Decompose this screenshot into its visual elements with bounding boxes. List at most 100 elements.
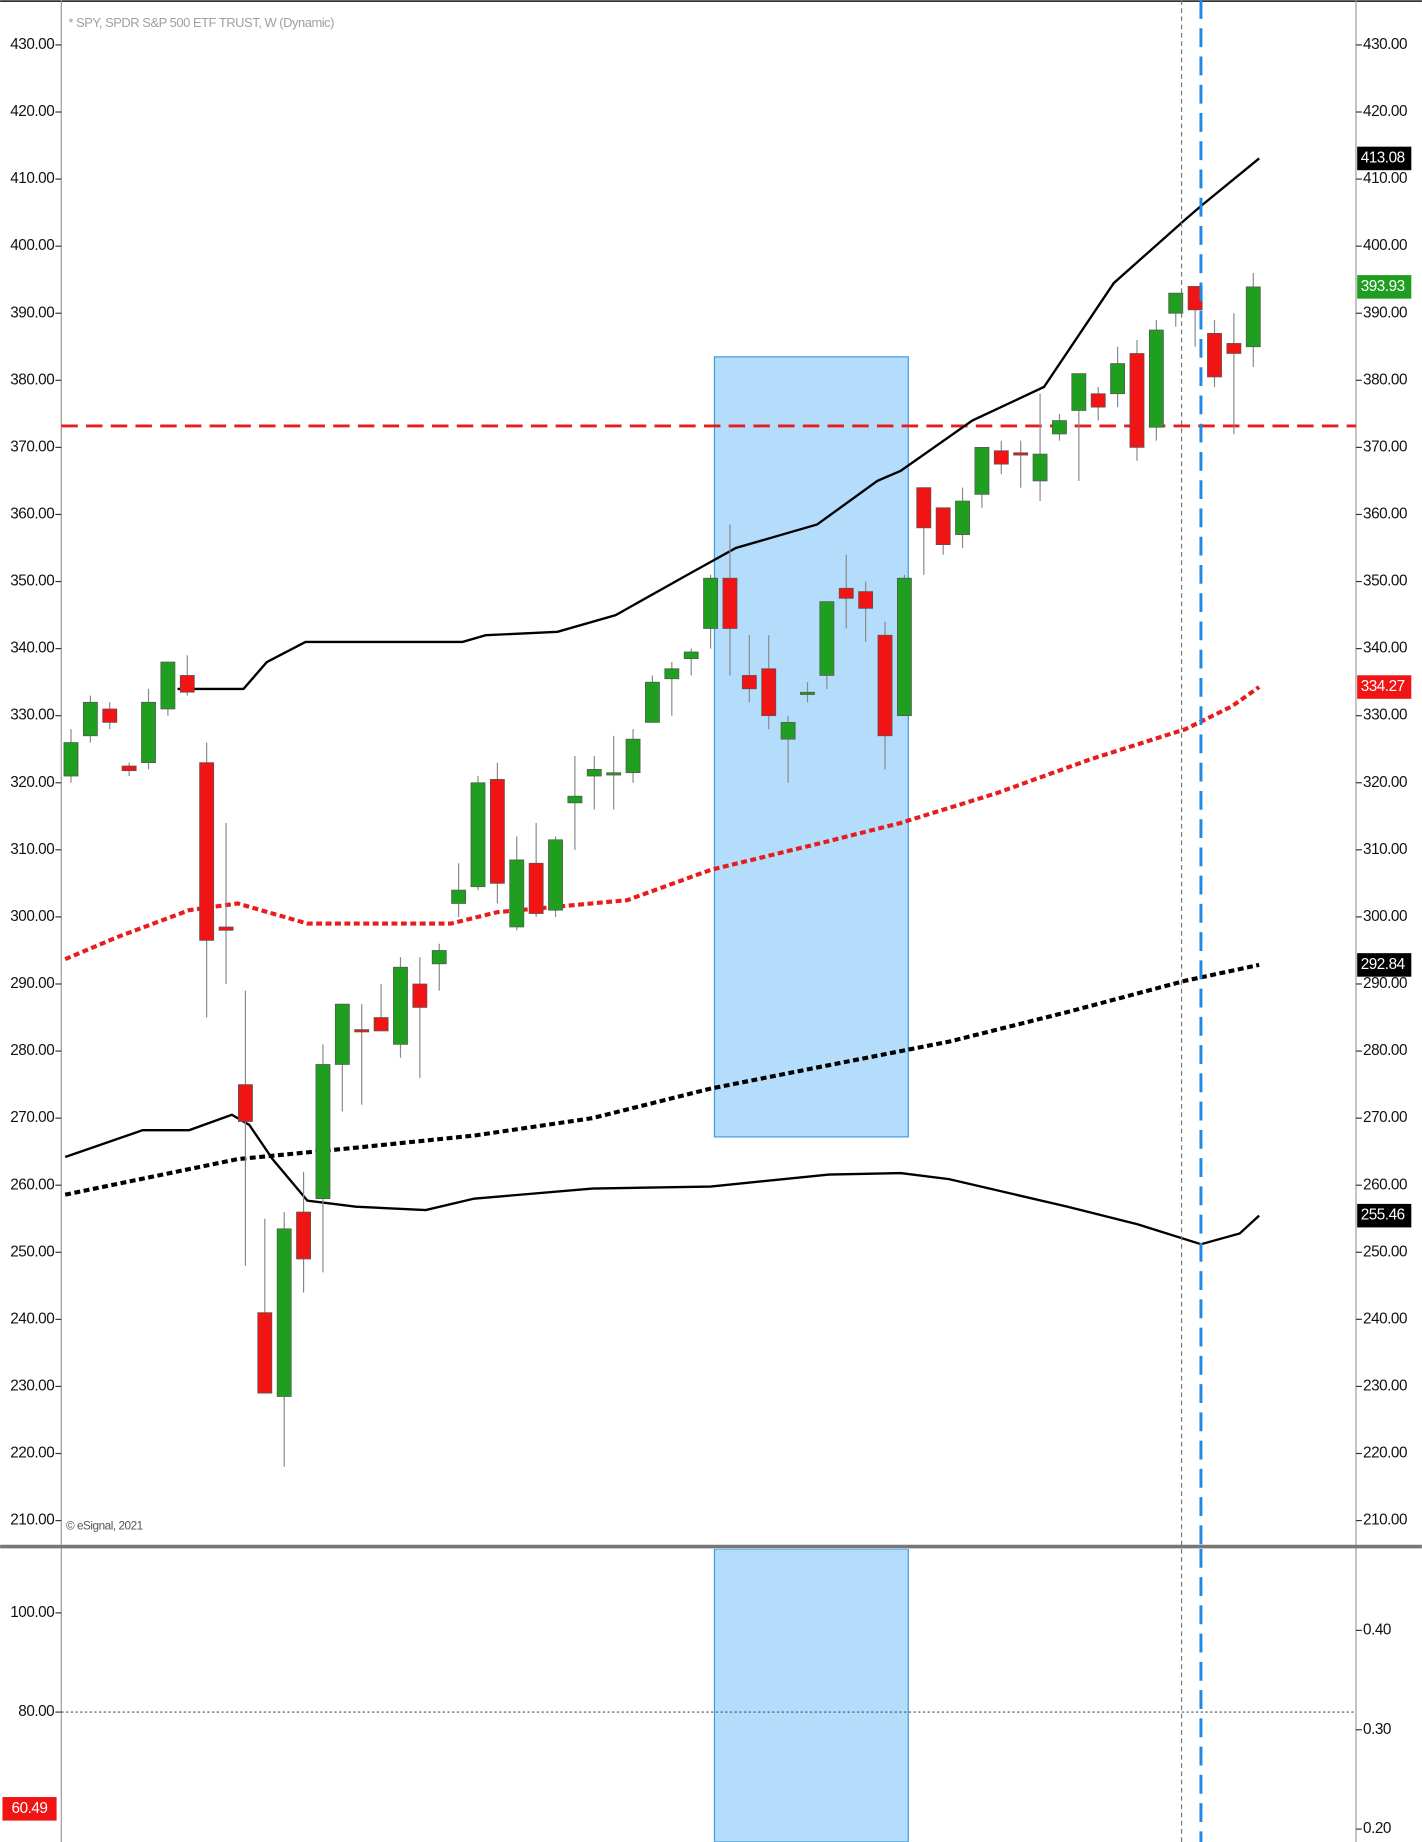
price-tag xyxy=(1357,146,1412,171)
y-tick-label-right: 270.00 xyxy=(1363,1109,1407,1126)
band-line xyxy=(64,685,1261,962)
candle-body xyxy=(586,768,602,777)
y-tick-label: 340.00 xyxy=(10,640,54,657)
y-tick-label-right: 280.00 xyxy=(1363,1042,1407,1059)
candle-body xyxy=(645,681,660,723)
y-tick-label: 350.00 xyxy=(10,573,54,590)
candle-body xyxy=(548,839,563,911)
candle-body xyxy=(838,587,854,599)
y-tick-label-right: 370.00 xyxy=(1363,438,1407,455)
price-tag-label: 292.84 xyxy=(1361,956,1406,973)
candle-body xyxy=(509,859,525,928)
price-tag-label: 334.27 xyxy=(1361,678,1405,695)
candle-body xyxy=(606,772,622,776)
y-tick-label-right: 360.00 xyxy=(1363,506,1407,523)
y-tick-label: 370.00 xyxy=(10,438,54,455)
indicator-panel xyxy=(61,1548,1356,1842)
candle-body xyxy=(955,500,970,535)
price-tag-label: 255.46 xyxy=(1361,1207,1405,1224)
y-tick-label-right: 220.00 xyxy=(1363,1445,1407,1462)
candle-body xyxy=(354,1029,370,1033)
y-tick-label: 250.00 xyxy=(10,1243,54,1260)
y-tick-label-right: 350.00 xyxy=(1363,573,1407,590)
y-tick-label-right: 410.00 xyxy=(1363,170,1407,187)
y-tick-label: 80.00 xyxy=(18,1703,54,1720)
candle-body xyxy=(238,1084,253,1122)
axes: 430.00 430.00 420.00 420.00 410.00 410.00 400.… xyxy=(2,36,1412,1837)
y-tick-label-right: 420.00 xyxy=(1363,103,1407,120)
candle-body xyxy=(257,1312,273,1394)
candle-body xyxy=(896,577,912,717)
y-tick-label: 210.00 xyxy=(10,1512,54,1529)
price-tag xyxy=(1357,1203,1412,1228)
y-tick-label: 400.00 xyxy=(10,237,54,254)
candle-body xyxy=(877,634,893,737)
price-panel xyxy=(61,0,1356,1546)
candle-body xyxy=(334,1003,350,1065)
candle-body xyxy=(141,701,156,763)
y-tick-label-right: 290.00 xyxy=(1363,975,1407,992)
price-tag xyxy=(1357,953,1412,977)
y-tick-label: 410.00 xyxy=(10,170,54,187)
candle-body xyxy=(1245,286,1261,348)
candle-body xyxy=(703,577,718,629)
y2-tick-label: 0.30 xyxy=(1363,1721,1391,1738)
candle-body xyxy=(1013,452,1029,456)
candle-body xyxy=(1129,353,1145,448)
candle-body xyxy=(431,950,447,965)
candle-body xyxy=(1110,363,1126,395)
y-tick-label: 390.00 xyxy=(10,304,54,321)
candle-body xyxy=(470,782,486,888)
y-tick-label: 270.00 xyxy=(10,1109,54,1126)
candle-body xyxy=(451,889,467,904)
y2-tick-label: 0.40 xyxy=(1363,1621,1391,1638)
y-tick-label-right: 210.00 xyxy=(1363,1512,1407,1529)
y-tick-label: 230.00 xyxy=(10,1377,54,1394)
candle-body xyxy=(780,722,796,740)
candle-body xyxy=(664,668,680,680)
price-tag-label: 393.93 xyxy=(1361,278,1405,295)
y-tick-label: 260.00 xyxy=(10,1176,54,1193)
candle-body xyxy=(160,661,176,710)
candle-body xyxy=(1071,373,1087,411)
candle-body xyxy=(179,675,195,693)
candle-body xyxy=(1168,292,1184,314)
y-tick-label-right: 430.00 xyxy=(1363,36,1407,53)
y-tick-label-right: 250.00 xyxy=(1363,1243,1407,1260)
price-tag xyxy=(1357,275,1412,299)
candle-body xyxy=(1148,329,1164,428)
candle-body xyxy=(276,1228,292,1397)
candle-body xyxy=(315,1064,331,1199)
candle-body xyxy=(373,1017,389,1032)
y-tick-label: 300.00 xyxy=(10,908,54,925)
y-tick-label-right: 230.00 xyxy=(1363,1377,1407,1394)
y-tick-label: 100.00 xyxy=(10,1604,54,1621)
candle-body xyxy=(722,577,738,629)
highlight-zone xyxy=(713,1548,909,1842)
value-tag xyxy=(2,1797,57,1821)
candle-body xyxy=(1207,333,1222,378)
y-tick-label: 420.00 xyxy=(10,103,54,120)
price-tag-label: 413.08 xyxy=(1361,149,1405,166)
y-tick-label: 430.00 xyxy=(10,36,54,53)
y-tick-label: 280.00 xyxy=(10,1042,54,1059)
y-tick-label: 290.00 xyxy=(10,975,54,992)
candle-body xyxy=(993,450,1009,465)
candle-body xyxy=(1090,393,1106,408)
y-tick-label-right: 240.00 xyxy=(1363,1310,1407,1327)
y-tick-label-right: 300.00 xyxy=(1363,908,1407,925)
candle-body xyxy=(63,742,79,777)
candle-body xyxy=(741,675,757,690)
candle-body xyxy=(1052,420,1067,435)
candle-body xyxy=(683,651,699,660)
candle-body xyxy=(199,762,215,941)
candle-body xyxy=(761,668,777,717)
candle-body xyxy=(935,507,951,545)
band-line xyxy=(64,1113,1260,1246)
candle-body xyxy=(800,691,815,695)
candle-body xyxy=(567,795,583,804)
candle-body xyxy=(102,708,118,723)
candle-body xyxy=(858,591,874,609)
